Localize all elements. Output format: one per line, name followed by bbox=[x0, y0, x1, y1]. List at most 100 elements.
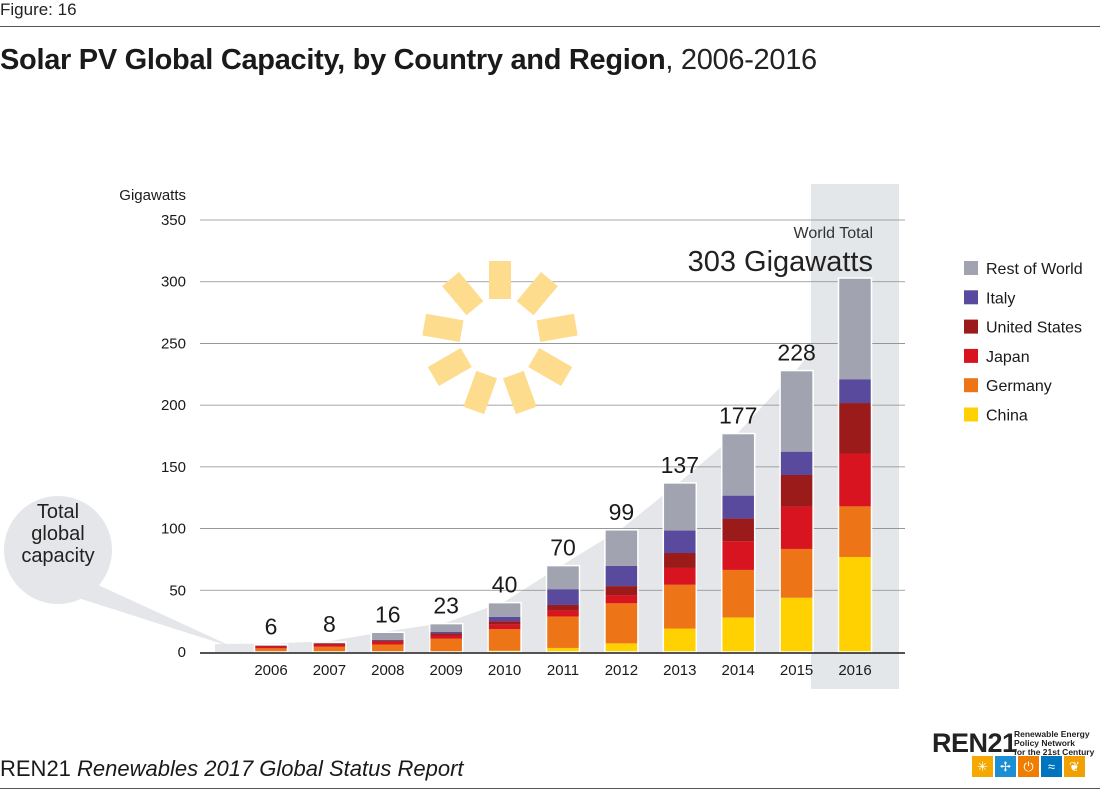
sun-ray bbox=[442, 271, 484, 316]
bar-segment-united-states bbox=[721, 518, 755, 542]
legend-label: United States bbox=[986, 320, 1082, 337]
bar-segment-united-states bbox=[546, 604, 580, 611]
bar-segment-italy bbox=[780, 451, 814, 476]
legend-swatch-united-states bbox=[964, 319, 978, 334]
bar-segment-japan bbox=[663, 567, 697, 585]
bar-outline bbox=[253, 643, 289, 653]
footer-org: REN21 bbox=[0, 756, 71, 781]
x-tick-label: 2012 bbox=[605, 662, 638, 679]
logo-tagline-line: Renewable Energy bbox=[1014, 729, 1090, 739]
bar-segment-united-states bbox=[838, 403, 872, 454]
bar-segment-japan bbox=[488, 624, 522, 630]
bar-segment-italy bbox=[604, 565, 638, 587]
y-tick-label: 350 bbox=[161, 212, 186, 229]
y-tick-label: 150 bbox=[161, 459, 186, 476]
bar-segment-japan bbox=[604, 595, 638, 604]
bar-segment-italy bbox=[429, 632, 463, 634]
chart-title-years: , 2006-2016 bbox=[665, 44, 817, 76]
bar-total-label: 99 bbox=[609, 499, 635, 525]
bar-segment-united-states bbox=[604, 586, 638, 596]
bar-total-label: 16 bbox=[375, 601, 401, 627]
bar-total-label: 70 bbox=[550, 535, 576, 561]
bar-total-label: 8 bbox=[323, 611, 336, 637]
x-tick-label: 2007 bbox=[313, 662, 346, 679]
y-tick-label: 0 bbox=[178, 644, 186, 661]
sun-ray bbox=[536, 313, 578, 343]
x-tick-label: 2015 bbox=[780, 662, 813, 679]
bar-segment-china bbox=[546, 647, 580, 652]
bar-segment-rest-of-world bbox=[838, 278, 872, 380]
sun-ray bbox=[427, 347, 472, 387]
legend-swatch-germany bbox=[964, 378, 978, 393]
legend-label: Rest of World bbox=[986, 261, 1083, 278]
footer-citation: REN21 Renewables 2017 Global Status Repo… bbox=[0, 756, 464, 782]
bar-outline bbox=[545, 564, 581, 653]
bottom-divider bbox=[0, 788, 1100, 789]
power-icon: ⏻ bbox=[1018, 756, 1039, 777]
bar-outline bbox=[662, 482, 698, 653]
bar-outline bbox=[312, 641, 347, 653]
callout-pointer bbox=[78, 584, 235, 648]
bar-outline bbox=[370, 631, 406, 653]
sun-ray bbox=[528, 347, 573, 387]
logo-icons: ✳ ✢ ⏻ ≈ ❦ bbox=[972, 756, 1085, 777]
bar-segment-china bbox=[780, 597, 814, 652]
callout-text: Total bbox=[37, 501, 79, 523]
bar-segment-germany bbox=[721, 569, 755, 618]
legend-label: Japan bbox=[986, 349, 1030, 366]
bar-segment-united-states bbox=[429, 633, 463, 636]
bar-segment-united-states bbox=[312, 643, 346, 645]
bar-segment-japan bbox=[780, 506, 814, 549]
callout-text: global bbox=[31, 523, 84, 545]
water-waves-icon: ≈ bbox=[1041, 756, 1062, 777]
bar-segment-china bbox=[663, 628, 697, 652]
x-tick-label: 2016 bbox=[838, 662, 871, 679]
bar-segment-japan bbox=[721, 541, 755, 570]
logo-tagline: Renewable Energy Policy Network for the … bbox=[1014, 730, 1100, 757]
world-total-label: World Total bbox=[794, 225, 873, 242]
bar-segment-italy bbox=[721, 495, 755, 519]
bar-segment-germany bbox=[254, 648, 288, 652]
bar-total-label: 40 bbox=[492, 572, 518, 598]
bar-outline bbox=[837, 277, 873, 653]
bar-segment-germany bbox=[604, 603, 638, 644]
x-tick-label: 2009 bbox=[430, 662, 463, 679]
legend-swatch-italy bbox=[964, 290, 978, 305]
bar-segment-united-states bbox=[371, 640, 405, 642]
legend-swatch-china bbox=[964, 407, 978, 422]
chart-title-main: Solar PV Global Capacity, by Country and… bbox=[0, 44, 666, 76]
x-tick-label: 2010 bbox=[488, 662, 521, 679]
x-tick-label: 2014 bbox=[722, 662, 755, 679]
bar-segment-germany bbox=[371, 644, 405, 652]
bar-segment-japan bbox=[312, 644, 346, 647]
figure-label: Figure: 16 bbox=[0, 0, 77, 19]
x-tick-label: 2006 bbox=[254, 662, 287, 679]
bar-outline bbox=[428, 622, 464, 653]
chart-title: Solar PV Global Capacity, by Country and… bbox=[0, 44, 817, 77]
legend-swatch-japan bbox=[964, 348, 978, 363]
y-tick-label: 50 bbox=[169, 582, 186, 599]
bar-total-label: 137 bbox=[661, 452, 699, 478]
sun-ray bbox=[489, 261, 511, 299]
bar-segment-united-states bbox=[488, 621, 522, 625]
world-total-value: 303 Gigawatts bbox=[688, 246, 873, 278]
bar-segment-japan bbox=[546, 610, 580, 617]
logo-tagline-line: Policy Network bbox=[1014, 738, 1075, 748]
leaf-icon: ❦ bbox=[1064, 756, 1085, 777]
bar-segment-germany bbox=[780, 548, 814, 598]
total-capacity-area bbox=[215, 277, 872, 652]
logo-wordmark: REN21 bbox=[932, 728, 1017, 758]
footer-report: Renewables 2017 Global Status Report bbox=[77, 756, 464, 781]
y-tick-label: 200 bbox=[161, 397, 186, 414]
bar-segment-rest-of-world bbox=[371, 632, 405, 640]
y-tick-label: 300 bbox=[161, 274, 186, 291]
bar-outline bbox=[487, 601, 522, 653]
bar-segment-united-states bbox=[780, 475, 814, 507]
legend-swatch-rest-of-world bbox=[964, 261, 978, 275]
bar-segment-italy bbox=[488, 616, 522, 622]
bar-segment-italy bbox=[371, 639, 405, 641]
bar-segment-rest-of-world bbox=[780, 370, 814, 452]
legend-label: China bbox=[986, 408, 1028, 425]
y-tick-label: 250 bbox=[161, 335, 186, 352]
